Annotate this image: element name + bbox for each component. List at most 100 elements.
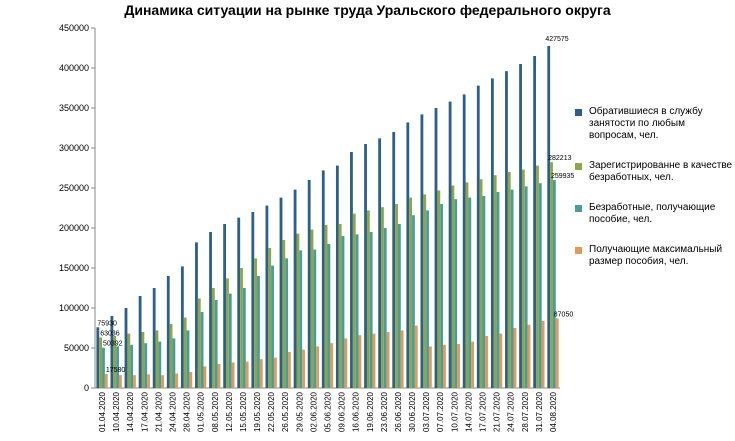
bar xyxy=(226,278,229,388)
bar xyxy=(144,343,148,388)
bar xyxy=(288,352,291,388)
bar xyxy=(519,64,522,388)
bar xyxy=(138,296,142,388)
bar xyxy=(550,162,553,388)
x-tick-label: 21.04.2020 xyxy=(154,391,163,432)
bar xyxy=(242,288,246,388)
legend-label-registered: Зарегистрированне в качестве безработных… xyxy=(589,160,733,183)
bar xyxy=(251,212,255,388)
bar xyxy=(369,232,373,388)
bar xyxy=(257,276,260,388)
bar xyxy=(321,170,325,388)
bar xyxy=(335,165,339,388)
bar xyxy=(397,224,401,388)
x-tick-label: 14.07.2020 xyxy=(464,391,473,432)
x-tick-label: 26.05.2020 xyxy=(281,391,290,432)
bar xyxy=(496,192,500,388)
bar xyxy=(372,333,376,388)
legend-item-registered: Зарегистрированне в качестве безработных… xyxy=(575,160,735,184)
bar xyxy=(316,346,320,388)
bar xyxy=(536,165,539,388)
y-tick-label: 350000 xyxy=(59,103,89,113)
bar xyxy=(299,250,303,388)
x-tick-label: 05.06.2020 xyxy=(324,391,333,432)
bar xyxy=(552,180,556,388)
legend-label-applied: Обратившиеся в службу занятости по любым… xyxy=(589,106,703,141)
data-label: 75930 xyxy=(97,320,117,327)
x-tick-label: 30.06.2020 xyxy=(408,391,417,432)
bar xyxy=(104,373,108,388)
bar xyxy=(454,199,458,388)
x-tick-label: 28.04.2020 xyxy=(183,391,192,432)
y-tick-label: 200000 xyxy=(59,223,89,233)
bar xyxy=(273,357,277,388)
x-tick-label: 03.07.2020 xyxy=(422,391,431,432)
bar xyxy=(271,265,274,388)
bar xyxy=(493,175,497,388)
legend-item-applied: Обратившиеся в службу занятости по любым… xyxy=(575,106,735,142)
y-tick-label: 250000 xyxy=(59,183,89,193)
data-label: 17580 xyxy=(106,367,126,374)
bar xyxy=(147,374,150,388)
x-tick-label: 10.04.2020 xyxy=(112,391,121,432)
bar xyxy=(209,232,212,388)
bar xyxy=(130,344,134,388)
data-label: 282213 xyxy=(548,155,571,162)
bar xyxy=(400,330,404,388)
bar xyxy=(282,240,286,388)
bar xyxy=(217,364,221,388)
x-tick-label: 22.05.2020 xyxy=(267,391,276,432)
data-label: 63036 xyxy=(100,331,120,338)
bar xyxy=(118,375,122,388)
bar xyxy=(428,346,432,388)
bar xyxy=(468,197,472,388)
bar xyxy=(547,45,551,388)
bar xyxy=(110,316,114,388)
data-label: 427575 xyxy=(545,36,568,43)
bar xyxy=(381,207,384,388)
legend-item-benefit: Безработные, получающие пособие, чел. xyxy=(575,202,735,226)
bar xyxy=(158,341,162,388)
bar xyxy=(116,346,119,388)
bar xyxy=(124,308,128,388)
x-tick-label: 10.07.2020 xyxy=(450,391,459,432)
bar xyxy=(513,328,517,388)
x-tick-label: 02.06.2020 xyxy=(309,391,318,432)
bar xyxy=(451,185,455,388)
bar xyxy=(555,318,559,388)
bar xyxy=(471,341,475,388)
x-tick-label: 21.07.2020 xyxy=(493,391,502,432)
x-tick-label: 17.07.2020 xyxy=(479,391,488,432)
bar xyxy=(133,375,136,388)
x-tick-label: 01.05.2020 xyxy=(197,391,206,432)
bar xyxy=(180,266,184,388)
bar xyxy=(507,172,511,388)
bar xyxy=(211,288,215,388)
bar xyxy=(406,122,410,389)
y-tick-label: 0 xyxy=(84,383,89,393)
bar xyxy=(505,71,508,388)
bar xyxy=(482,196,486,388)
bar xyxy=(440,204,444,388)
bar xyxy=(364,144,367,388)
bar xyxy=(420,114,424,389)
legend-swatch-max-benefit xyxy=(575,247,582,254)
x-tick-label: 26.06.2020 xyxy=(394,391,403,432)
bar xyxy=(186,330,190,388)
x-tick-label: 16.06.2020 xyxy=(352,391,361,432)
bar xyxy=(521,169,525,388)
bar xyxy=(161,375,165,388)
bar xyxy=(538,183,542,388)
bar xyxy=(245,361,249,388)
bar xyxy=(307,180,311,388)
bar xyxy=(366,210,370,388)
bar xyxy=(189,372,193,388)
bar xyxy=(254,258,258,388)
bar xyxy=(195,242,198,388)
chart-title: Динамика ситуации на рынке труда Уральск… xyxy=(124,2,611,18)
bar xyxy=(330,343,334,388)
bar xyxy=(423,194,427,388)
bar xyxy=(378,138,382,388)
bar xyxy=(465,182,469,388)
